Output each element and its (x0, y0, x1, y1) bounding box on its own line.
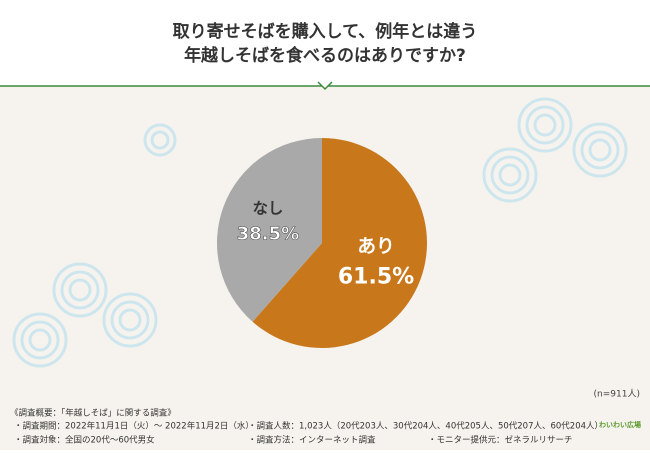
footer-heading: 《調査概要：「年越しそば」に関する調査》 (10, 408, 176, 419)
pie-slice (252, 138, 428, 348)
slice-label: なし (253, 200, 284, 218)
logo: わいわい広場 (599, 420, 641, 429)
slice-value: 38.5% (237, 223, 299, 244)
slice-label: あり (357, 236, 394, 257)
pie-slice (217, 138, 322, 322)
footer-item: ・調査人数：1,023人（20代203人、30代204人、40代205人、50代… (248, 421, 603, 432)
header (0, 0, 650, 86)
footer-item: ・調査対象：全国の20代～60代男女 (14, 435, 155, 446)
chevron (317, 81, 333, 91)
pie: あり 61.5% なし 38.5% (217, 138, 428, 348)
sample-note: (n=911人) (594, 389, 640, 400)
wave-decoration (12, 97, 628, 368)
footer-item: ・モニター提供元：ゼネラルリサーチ (428, 435, 573, 446)
chart-title: 取り寄せそばを購入して、例年とは違う (173, 21, 478, 42)
chart-title: 年越しそばを食べるのはありですか? (184, 45, 466, 66)
footer-item: ・調査期間：2022年11月1日（火）～ 2022年11月2日（水） (14, 421, 254, 432)
slice-value: 61.5% (338, 265, 414, 290)
footer-item: ・調査方法：インターネット調査 (248, 435, 376, 446)
